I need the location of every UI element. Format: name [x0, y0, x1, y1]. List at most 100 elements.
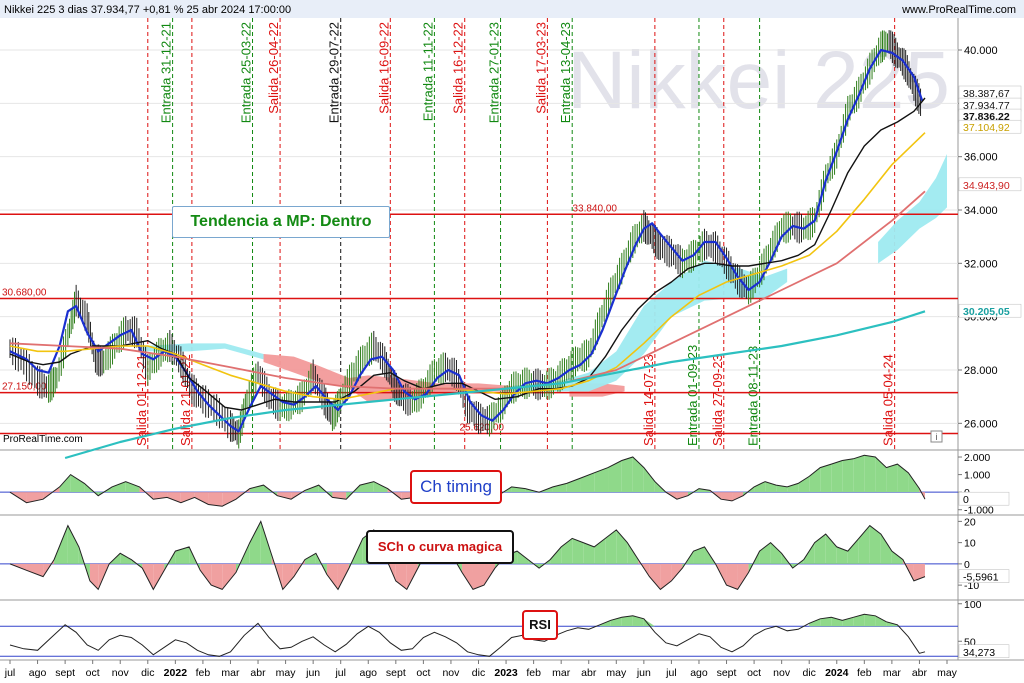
- osc-fill: [249, 521, 261, 564]
- osc-fill: [211, 563, 223, 590]
- osc-fill: [594, 538, 606, 564]
- trend-label-box: Tendencia a MP: Dentro: [172, 206, 390, 238]
- osc-fill: [67, 525, 79, 564]
- rsi-overbought-fill: [864, 614, 876, 627]
- x-tick-label: nov: [112, 667, 130, 679]
- osc-fill: [461, 563, 473, 590]
- osc-fill: [643, 467, 655, 493]
- footer-brand: ProRealTime.com: [3, 434, 83, 445]
- sch-label: SCh o curva magica: [377, 539, 503, 554]
- osc-fill: [373, 481, 388, 493]
- info-icon-glyph: i: [936, 432, 938, 442]
- signal-label: Entrada 01-09-23: [685, 345, 700, 446]
- osc-fill: [222, 563, 236, 590]
- ch-timing-label-box: Ch timing: [410, 470, 502, 504]
- x-tick-label: feb: [196, 667, 211, 679]
- osc-fill: [608, 460, 622, 493]
- osc-fill: [222, 492, 236, 507]
- osc-fill: [517, 551, 529, 564]
- info-icon[interactable]: [930, 430, 943, 443]
- osc-fill: [26, 492, 44, 503]
- x-tick-label: abr: [250, 667, 266, 679]
- level-label: 33.840,00: [572, 203, 617, 214]
- x-tick-label: sept: [386, 667, 406, 679]
- x-tick-label: 2022: [164, 667, 188, 679]
- osc-fill: [671, 563, 683, 581]
- osc-fill: [770, 542, 782, 564]
- x-tick-label: 2024: [825, 667, 849, 679]
- osc-fill: [580, 472, 595, 493]
- series-media-cian: [64, 310, 926, 460]
- brand-link[interactable]: www.ProRealTime.com: [901, 4, 1016, 16]
- signal-label: Salida 17-03-23: [533, 22, 548, 114]
- signal-label: Salida 16-09-22: [376, 22, 391, 114]
- osc-fill: [616, 529, 628, 564]
- price-label: 38.387,67: [963, 88, 1010, 100]
- osc-fill: [880, 534, 892, 564]
- osc-fill: [831, 460, 843, 493]
- osc-fill: [249, 485, 264, 493]
- osc-y-tick-label: 2.000: [964, 452, 990, 464]
- signal-label: Entrada 29-07-22: [327, 22, 342, 123]
- osc-fill: [814, 534, 826, 564]
- rsi-overbought-fill: [831, 617, 843, 627]
- rsi-overbought-fill: [853, 614, 865, 627]
- price-label: 37.104,92: [963, 122, 1010, 134]
- osc-fill: [737, 563, 749, 590]
- y-tick-label: 40.000: [964, 45, 998, 57]
- sch-label-box: SCh o curva magica: [366, 530, 514, 564]
- x-tick-label: jul: [4, 667, 16, 679]
- rsi-overbought-fill: [875, 615, 887, 627]
- x-tick-label: nov: [442, 667, 460, 679]
- x-tick-label: 2023: [494, 667, 518, 679]
- rsi-overbought-fill: [610, 617, 622, 627]
- osc-fill: [304, 553, 316, 564]
- signal-label: Entrada 25-03-22: [239, 22, 254, 123]
- osc-fill: [89, 563, 99, 590]
- cloud-bull: [511, 260, 788, 392]
- osc-y-tick-label: 20: [964, 516, 976, 528]
- x-tick-label: mar: [552, 667, 571, 679]
- x-tick-label: sept: [55, 667, 75, 679]
- osc-fill: [175, 546, 190, 564]
- osc-fill: [359, 481, 374, 493]
- cloud-bear: [263, 354, 512, 402]
- y-tick-label: 34.000: [964, 205, 998, 217]
- osc-fill: [869, 525, 881, 564]
- x-tick-label: oct: [416, 667, 430, 679]
- osc-value-box: [958, 569, 1010, 583]
- osc-fill: [660, 563, 672, 590]
- price-label: 30.205,05: [963, 306, 1010, 318]
- level-label: 30.680,00: [2, 288, 47, 299]
- osc-value-box: [958, 491, 1010, 506]
- x-tick-label: ago: [690, 667, 708, 679]
- osc-fill: [649, 563, 661, 590]
- osc-fill: [550, 546, 562, 564]
- osc-fill: [798, 476, 810, 493]
- signal-label: Salida 27-09-23: [710, 354, 725, 446]
- osc-fill: [566, 478, 581, 493]
- series-layer: [9, 30, 926, 460]
- osc-fill: [693, 546, 705, 564]
- osc-value-label: -5,5961: [963, 572, 999, 584]
- x-tick-label: jun: [636, 667, 651, 679]
- osc-fill: [721, 492, 733, 501]
- osc-fill: [282, 563, 294, 590]
- osc-fill: [886, 464, 898, 493]
- x-tick-label: jul: [665, 667, 677, 679]
- level-label: 27.150,00: [2, 382, 47, 393]
- signal-label: Entrada 27-01-23: [487, 22, 502, 123]
- x-tick-label: abr: [581, 667, 597, 679]
- osc-fill: [484, 563, 496, 586]
- rsi-label: RSI: [529, 617, 551, 632]
- osc-fill: [627, 542, 639, 564]
- signal-label: Entrada 11-11-22: [420, 22, 435, 121]
- y-tick-label: 26.000: [964, 418, 998, 430]
- osc-fill: [70, 474, 85, 493]
- osc-fill: [759, 542, 771, 564]
- osc-fill: [194, 492, 209, 505]
- ch-timing-label: Ch timing: [420, 477, 492, 496]
- osc-line: [9, 454, 926, 507]
